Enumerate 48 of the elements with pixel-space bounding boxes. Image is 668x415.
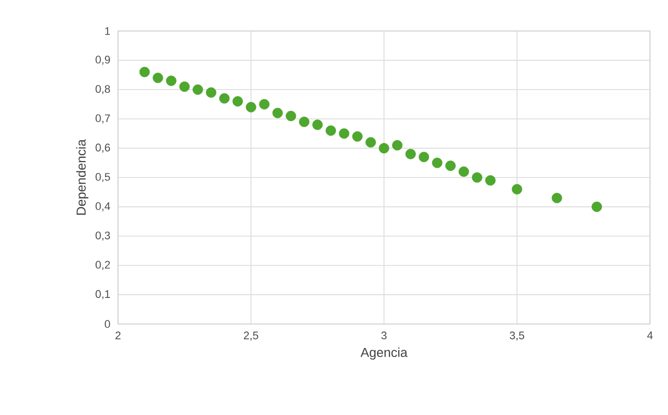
point — [192, 84, 204, 95]
point — [445, 160, 456, 171]
point — [259, 99, 270, 110]
y-tick-label: 0,5 — [96, 172, 110, 182]
x-tick-label: 2,5 — [244, 332, 258, 341]
point — [206, 87, 216, 98]
point — [286, 110, 296, 122]
point — [246, 102, 256, 112]
point — [472, 172, 482, 183]
y-tick-label: 0,1 — [96, 290, 110, 300]
x-tick-label: 3 — [381, 332, 387, 340]
y-tick-label: 0,4 — [96, 202, 110, 212]
point — [338, 128, 350, 139]
point — [272, 108, 283, 118]
point — [312, 120, 323, 130]
point — [458, 166, 470, 177]
point — [166, 76, 176, 86]
point — [152, 72, 164, 84]
point — [432, 158, 442, 168]
y-tick-label: 0,7 — [96, 114, 110, 124]
y-tick-label: 0,3 — [96, 232, 110, 241]
y-tick-label: 1 — [105, 27, 110, 35]
x-tick-label: 3,5 — [510, 332, 524, 341]
point — [405, 148, 416, 160]
point — [552, 192, 562, 204]
point — [219, 93, 230, 104]
y-axis-title: Dependencia — [76, 139, 88, 215]
y-tick-label: 0 — [104, 320, 110, 328]
point — [139, 66, 150, 78]
point — [299, 116, 310, 128]
x-tick-label: 4 — [647, 332, 653, 340]
point — [352, 131, 363, 142]
x-tick-label: 2 — [115, 332, 121, 340]
point — [232, 96, 243, 107]
y-tick-label: 0,8 — [96, 85, 110, 94]
y-tick-label: 0,2 — [96, 260, 110, 270]
point — [326, 125, 336, 136]
x-axis-title: Agencia — [360, 347, 408, 360]
point — [366, 137, 376, 148]
point — [378, 143, 390, 154]
point — [485, 175, 496, 186]
point — [418, 152, 430, 162]
point — [392, 140, 403, 150]
point — [179, 81, 190, 92]
point — [512, 184, 522, 194]
y-tick-label: 0,9 — [96, 56, 110, 65]
point — [592, 202, 602, 212]
y-tick-label: 0,6 — [96, 144, 110, 153]
